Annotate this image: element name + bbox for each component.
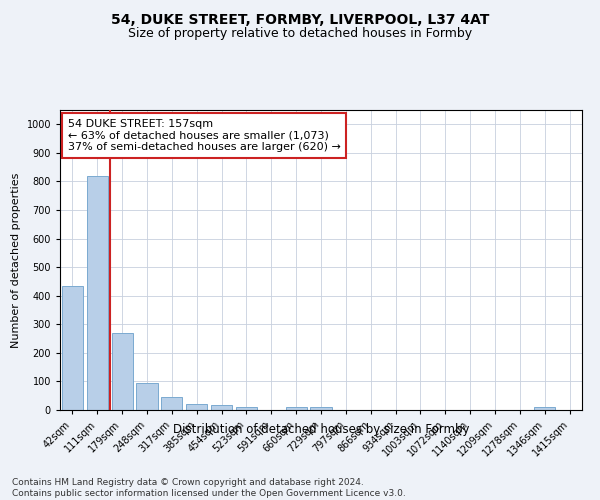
Bar — [112, 334, 133, 410]
Bar — [136, 384, 158, 410]
Text: 54 DUKE STREET: 157sqm
← 63% of detached houses are smaller (1,073)
37% of semi-: 54 DUKE STREET: 157sqm ← 63% of detached… — [68, 119, 341, 152]
Text: Distribution of detached houses by size in Formby: Distribution of detached houses by size … — [173, 422, 469, 436]
Text: Size of property relative to detached houses in Formby: Size of property relative to detached ho… — [128, 28, 472, 40]
Text: Contains HM Land Registry data © Crown copyright and database right 2024.
Contai: Contains HM Land Registry data © Crown c… — [12, 478, 406, 498]
Bar — [62, 286, 83, 410]
Text: 54, DUKE STREET, FORMBY, LIVERPOOL, L37 4AT: 54, DUKE STREET, FORMBY, LIVERPOOL, L37 … — [111, 12, 489, 26]
Bar — [211, 405, 232, 410]
Bar — [534, 407, 555, 410]
Bar — [310, 406, 332, 410]
Bar — [161, 397, 182, 410]
Bar — [286, 406, 307, 410]
Y-axis label: Number of detached properties: Number of detached properties — [11, 172, 21, 348]
Bar — [186, 404, 207, 410]
Bar — [87, 176, 108, 410]
Bar — [236, 406, 257, 410]
